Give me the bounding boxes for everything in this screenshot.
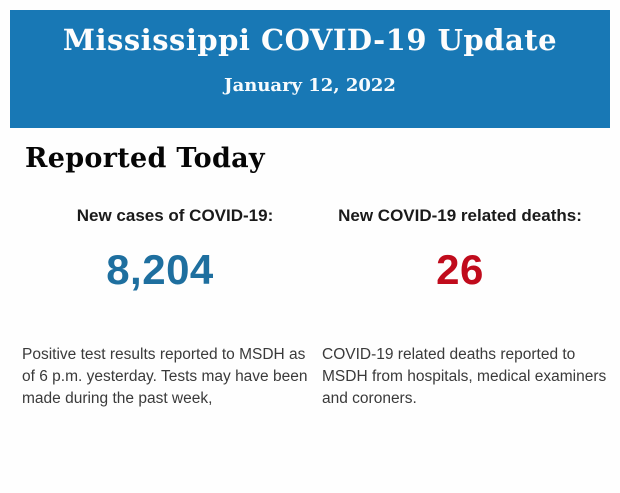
report-date: January 12, 2022 xyxy=(224,75,396,96)
report-body: Reported Today New cases of COVID-19: Ne… xyxy=(0,142,620,410)
covid-update-page: Mississippi COVID-19 Update January 12, … xyxy=(0,10,620,493)
new-cases-label: New cases of COVID-19: xyxy=(76,206,274,225)
new-deaths-value: 26 xyxy=(436,246,484,293)
page-title: Mississippi COVID-19 Update xyxy=(62,23,558,57)
new-cases-value: 8,204 xyxy=(106,246,214,293)
stats-grid: New cases of COVID-19: New COVID-19 rela… xyxy=(10,206,610,410)
new-cases-description: Positive test results reported to MSDH a… xyxy=(22,346,308,407)
header-banner: Mississippi COVID-19 Update January 12, … xyxy=(10,10,610,128)
section-heading: Reported Today xyxy=(25,143,265,174)
new-deaths-label: New COVID-19 related deaths: xyxy=(338,206,582,225)
new-deaths-description: COVID-19 related deaths reported to MSDH… xyxy=(322,346,607,407)
